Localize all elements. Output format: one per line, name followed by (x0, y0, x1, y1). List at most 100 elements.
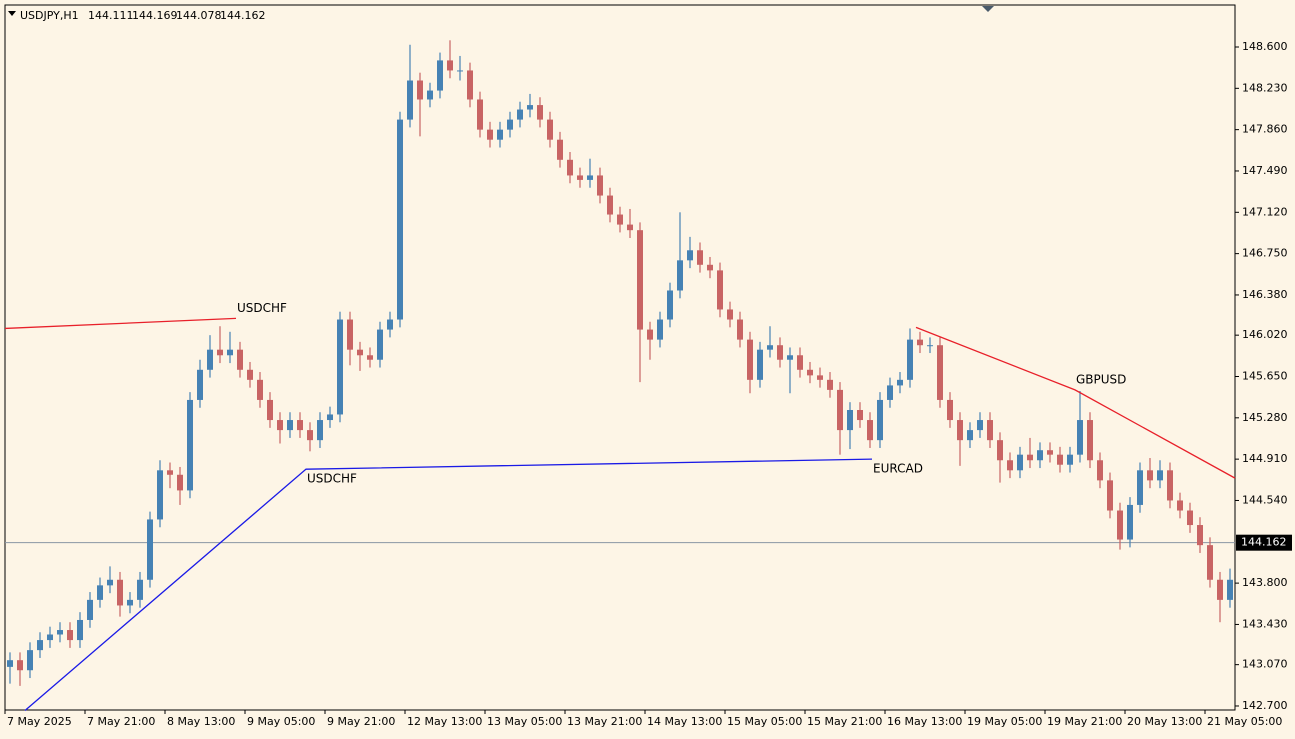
candle-body (607, 195, 613, 215)
candle-body (197, 369, 203, 400)
candle-body (1017, 454, 1023, 471)
candle-body (377, 329, 383, 360)
plot-frame (4, 4, 1236, 711)
y-tick-label: 143.070 (1242, 658, 1288, 671)
candle-body (107, 579, 113, 586)
candle-body (1217, 579, 1223, 600)
candle-body (127, 599, 133, 606)
candle-body (17, 660, 23, 671)
x-tick-label: 15 May 21:00 (807, 715, 882, 728)
candle-body (227, 349, 233, 356)
candle-body (387, 319, 393, 330)
candle-body (717, 270, 723, 310)
candle-body (337, 319, 343, 415)
header-value: 144.169 (132, 9, 178, 22)
candle-body (1117, 510, 1123, 540)
x-tick-label: 12 May 13:00 (407, 715, 482, 728)
candle-body (357, 349, 363, 356)
candle-body (647, 329, 653, 340)
candle-body (967, 430, 973, 441)
candle-body (1097, 460, 1103, 481)
candle-body (997, 440, 1003, 461)
candle-body (507, 119, 513, 130)
candle-body (1137, 470, 1143, 505)
y-tick-label: 147.120 (1242, 205, 1288, 218)
candle-body (657, 319, 663, 340)
candle-body (637, 230, 643, 330)
candle-body (437, 60, 443, 91)
candle-body (937, 345, 943, 400)
candle-body (7, 660, 13, 667)
candle-body (587, 175, 593, 180)
x-tick-label: 13 May 05:00 (487, 715, 562, 728)
candle-body (727, 309, 733, 320)
candle-body (87, 599, 93, 620)
menu-arrow[interactable] (8, 11, 16, 16)
candle-body (287, 420, 293, 431)
candle-body (217, 349, 223, 356)
trend-line (915, 326, 1236, 479)
candle-body (747, 339, 753, 380)
candle-body (867, 420, 873, 441)
candle-body (1207, 545, 1213, 580)
candle-body (457, 70, 463, 72)
y-tick-label: 144.910 (1242, 452, 1288, 465)
candle-body (737, 319, 743, 340)
candle-body (347, 319, 353, 350)
candle-body (687, 250, 693, 261)
annotation: USDCHF (307, 472, 357, 486)
y-tick-label: 143.430 (1242, 617, 1288, 630)
y-tick-label: 144.540 (1242, 493, 1288, 506)
candle-body (907, 339, 913, 380)
x-tick-label: 7 May 21:00 (87, 715, 155, 728)
candle-body (427, 90, 433, 100)
candle-body (877, 399, 883, 441)
price-tag-label: 144.162 (1241, 536, 1287, 549)
candle-body (857, 409, 863, 421)
candle-body (237, 349, 243, 370)
candle-body (1227, 579, 1233, 600)
candle-body (57, 630, 63, 635)
candle-body (987, 420, 993, 441)
shift-marker (982, 6, 994, 12)
candle-body (327, 414, 333, 421)
candle-body (37, 640, 43, 651)
candle-body (1107, 480, 1113, 511)
candle-body (627, 224, 633, 231)
trend-line (4, 317, 237, 330)
x-tick-label: 21 May 05:00 (1207, 715, 1282, 728)
header-value: 144.111 (88, 9, 134, 22)
candle-body (487, 129, 493, 140)
x-tick-label: 15 May 05:00 (727, 715, 802, 728)
y-tick-label: 146.750 (1242, 247, 1288, 260)
candle-body (167, 470, 173, 475)
candle-body (1157, 470, 1163, 481)
candle-body (927, 345, 933, 347)
y-tick-label: 148.230 (1242, 81, 1288, 94)
candle-body (267, 399, 273, 421)
x-tick-label: 13 May 21:00 (567, 715, 642, 728)
candle-body (247, 369, 253, 380)
symbol: USDJPY,H1 (20, 9, 79, 22)
candle-body (1037, 450, 1043, 461)
y-tick-label: 146.020 (1242, 328, 1288, 341)
candle-body (147, 519, 153, 580)
candle-body (577, 175, 583, 180)
candle-body (897, 379, 903, 386)
candle-body (477, 99, 483, 130)
candle-body (977, 420, 983, 431)
candle-body (667, 290, 673, 320)
candle-body (447, 60, 453, 71)
candle-body (787, 355, 793, 360)
candle-body (157, 470, 163, 520)
x-tick-label: 9 May 05:00 (247, 715, 315, 728)
candle-body (527, 105, 533, 110)
candle-body (817, 375, 823, 380)
x-tick-label: 8 May 13:00 (167, 715, 235, 728)
candle-body (27, 650, 33, 671)
candle-body (847, 409, 853, 431)
candle-body (1057, 454, 1063, 465)
candle-body (757, 349, 763, 380)
